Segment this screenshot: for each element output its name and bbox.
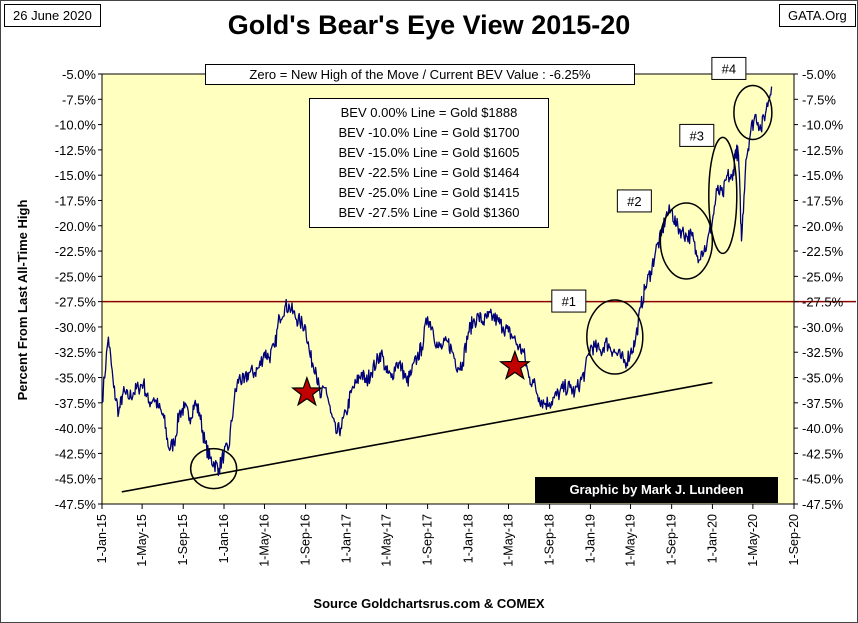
source-tag: GATA.Org [779, 4, 856, 27]
y-tick-label-right: -17.5% [802, 193, 844, 208]
y-axis-left: -5.0% -7.5% -10.0% -12.5% -15.0% -17.5% -20.0%… [55, 67, 102, 512]
star-marker [498, 349, 531, 380]
bev-line-0: BEV 0.00% Line = Gold $1888 [340, 105, 518, 120]
y-tick-label-right: -15.0% [802, 168, 844, 183]
bev-legend-box: BEV 0.00% Line = Gold $1888 BEV -10.0% L… [309, 98, 549, 228]
x-tick-label: 1-Jan-20 [705, 514, 719, 563]
y-tick-label-left: -30.0% [55, 320, 97, 335]
y-tick-label-right: -27.5% [802, 295, 844, 310]
y-tick-label-left: -5.0% [62, 67, 96, 82]
trend-line [121, 381, 713, 493]
y-tick-label-left: -35.0% [55, 371, 97, 386]
x-axis: 1-Jan-15 1-May-15 1-Sep-15 1-Jan-16 1-May-16… [95, 504, 801, 567]
y-tick-label-right: -12.5% [802, 143, 844, 158]
x-tick-label: 1-Sep-16 [299, 514, 313, 565]
x-tick-label: 1-May-15 [135, 514, 149, 567]
x-tick-label: 1-Jan-19 [583, 514, 597, 563]
annotation-circle [733, 84, 773, 141]
circle-label: #4 [722, 61, 736, 76]
x-tick-label: 1-Sep-15 [176, 514, 190, 565]
bev-line-4: BEV -25.0% Line = Gold $1415 [338, 185, 520, 200]
x-tick-label: 1-Jan-17 [339, 514, 353, 563]
y-tick-label-right: -40.0% [802, 421, 844, 436]
x-tick-label: 1-May-18 [502, 514, 516, 567]
y-tick-label-left: -37.5% [55, 396, 97, 411]
x-tick-label: 1-May-17 [379, 514, 393, 567]
y-tick-label-right: -10.0% [802, 118, 844, 133]
y-tick-label-right: -45.0% [802, 472, 844, 487]
y-tick-label-left: -25.0% [55, 269, 97, 284]
annotation-circle [708, 136, 738, 255]
circle-label-box [679, 123, 715, 147]
bev-line-3: BEV -22.5% Line = Gold $1464 [338, 165, 520, 180]
circle-label-box [551, 289, 587, 313]
y-tick-label-right: -25.0% [802, 269, 844, 284]
y-tick-label-left: -45.0% [55, 472, 97, 487]
x-tick-label: 1-May-20 [746, 514, 760, 567]
x-tick-label: 1-Jan-15 [95, 514, 109, 563]
star-marker [290, 375, 323, 407]
y-tick-label-right: -30.0% [802, 320, 844, 335]
y-tick-label-left: -27.5% [55, 295, 97, 310]
x-tick-label: 1-Jan-16 [217, 514, 231, 563]
y-tick-label-right: -7.5% [802, 92, 836, 107]
bev-note: Zero = New High of the Move / Current BE… [205, 64, 635, 85]
x-tick-label: 1-May-19 [624, 514, 638, 567]
trend-line-group [121, 381, 713, 493]
y-tick-label-left: -17.5% [55, 193, 97, 208]
y-tick-label-right: -42.5% [802, 446, 844, 461]
x-tick-label: 1-Sep-19 [665, 514, 679, 565]
y-tick-label-right: -20.0% [802, 219, 844, 234]
circle-label-box [711, 56, 747, 80]
y-axis-right: -5.0% -7.5% -10.0% -12.5% -15.0% -17.5% -20.0%… [794, 67, 844, 512]
y-tick-label-left: -40.0% [55, 421, 97, 436]
annotation-circle [586, 299, 644, 375]
x-tick-label: 1-May-16 [257, 514, 271, 567]
bev-line-2: BEV -15.0% Line = Gold $1605 [338, 145, 520, 160]
source-footer: Source Goldchartsrus.com & COMEX [313, 596, 545, 611]
star-markers [290, 349, 531, 407]
chart-title: Gold's Bear's Eye View 2015-20 [227, 10, 631, 40]
circle-label: #1 [562, 294, 576, 309]
y-tick-label-left: -15.0% [55, 168, 97, 183]
x-tick-label: 1-Sep-18 [543, 514, 557, 565]
x-tick-label: 1-Sep-20 [787, 514, 801, 565]
annotation-circle [659, 202, 714, 280]
y-tick-label-right: -37.5% [802, 396, 844, 411]
y-tick-label-left: -42.5% [55, 446, 97, 461]
y-tick-label-left: -47.5% [55, 497, 97, 512]
series-line [101, 86, 773, 477]
circle-label: #2 [627, 194, 641, 209]
y-tick-label-right: -32.5% [802, 345, 844, 360]
x-tick-label: 1-Sep-17 [421, 514, 435, 565]
y-tick-label-right: -22.5% [802, 244, 844, 259]
y-tick-label-right: -35.0% [802, 371, 844, 386]
y-tick-label-right: -5.0% [802, 67, 836, 82]
bev-line-1: BEV -10.0% Line = Gold $1700 [338, 125, 520, 140]
y-tick-label-left: -22.5% [55, 244, 97, 259]
circle-label: #3 [690, 128, 704, 143]
bev-line-5: BEV -27.5% Line = Gold $1360 [338, 205, 520, 220]
annotation-circles: #1 #2 #3 #4 [189, 56, 773, 490]
y-tick-label-left: -7.5% [62, 92, 96, 107]
circle-label-box [616, 189, 652, 213]
y-tick-label-left: -10.0% [55, 118, 97, 133]
y-axis-label: Percent From Last All-Time High [15, 200, 30, 401]
y-tick-label-left: -20.0% [55, 219, 97, 234]
x-tick-label: 1-Jan-18 [461, 514, 475, 563]
credit-label: Graphic by Mark J. Lundeen [535, 477, 778, 503]
y-tick-label-left: -12.5% [55, 143, 97, 158]
y-tick-label-left: -32.5% [55, 345, 97, 360]
y-tick-label-right: -47.5% [802, 497, 844, 512]
date-label: 26 June 2020 [4, 4, 101, 27]
annotation-circle [189, 447, 238, 490]
